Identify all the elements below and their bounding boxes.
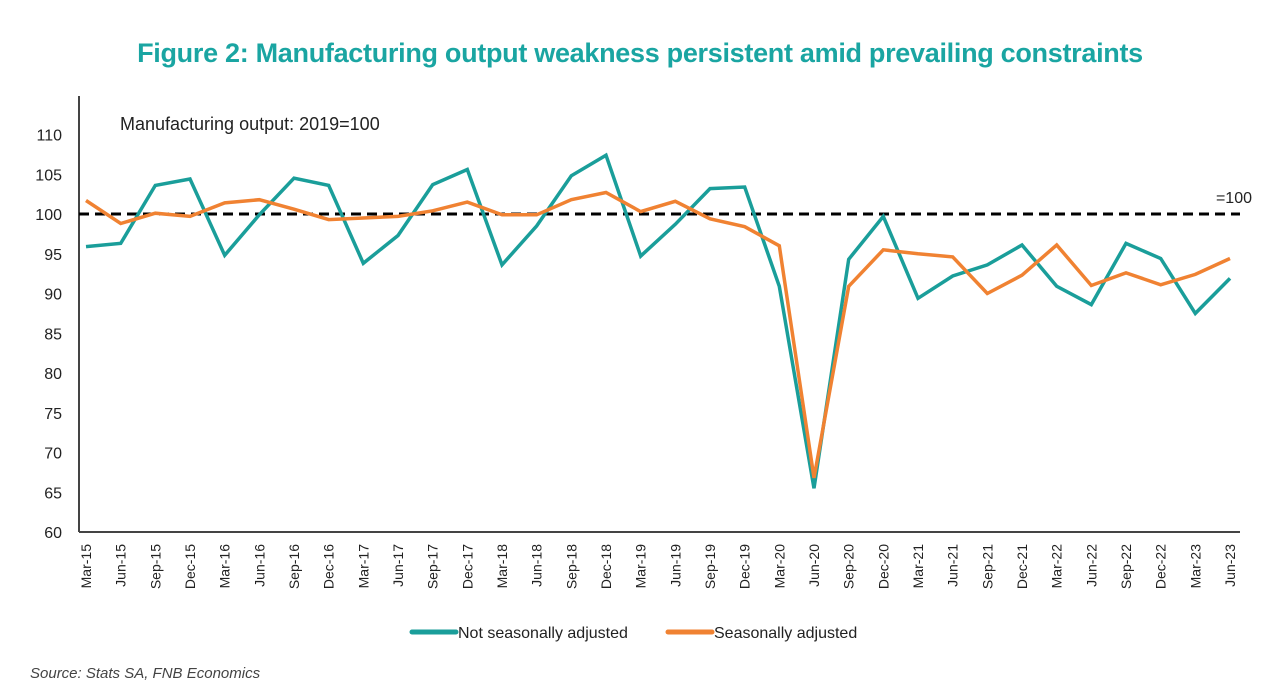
x-tick-label: Jun-15 <box>113 544 129 587</box>
y-tick-label: 100 <box>35 207 62 224</box>
x-tick-label: Mar-21 <box>910 544 926 589</box>
y-axis: 60 65 70 75 80 85 90 95 100 105 110 <box>35 96 80 542</box>
x-tick-label: Mar-18 <box>494 544 510 589</box>
x-tick-label: Jun-20 <box>806 544 822 587</box>
series-line-seasonally-adjusted <box>85 190 1231 479</box>
x-tick-label: Dec-22 <box>1153 544 1169 589</box>
plot-area <box>79 152 1240 489</box>
legend-item: Not seasonally adjusted <box>409 625 628 642</box>
y-tick-label: 70 <box>44 446 62 463</box>
x-tick-label: Jun-17 <box>390 544 406 587</box>
x-tick-label: Jun-21 <box>945 544 961 587</box>
x-tick-label: Mar-19 <box>633 544 649 589</box>
x-tick-label: Dec-18 <box>598 544 614 589</box>
x-tick-label: Dec-15 <box>182 544 198 589</box>
x-tick-label: Dec-20 <box>875 544 891 589</box>
x-axis: Mar-15 Jun-15 Sep-15 Dec-15 Mar-16 Jun-16 Sep-… <box>78 531 1240 589</box>
y-tick-label: 85 <box>44 326 62 343</box>
legend-item: Seasonally adjusted <box>665 625 857 642</box>
series-line-not-seasonally-adjusted <box>85 152 1232 489</box>
y-tick-label: 75 <box>44 406 62 423</box>
x-tick-label: Dec-21 <box>1014 544 1030 589</box>
y-tick-label: 80 <box>44 366 62 383</box>
y-tick-label: 65 <box>44 485 62 502</box>
x-tick-label: Sep-16 <box>286 544 302 589</box>
x-tick-label: Jun-16 <box>251 544 267 587</box>
x-tick-label: Sep-19 <box>702 544 718 589</box>
y-tick-label: 105 <box>35 167 62 184</box>
x-tick-label: Sep-18 <box>563 544 579 589</box>
x-tick-label: Mar-15 <box>78 544 94 589</box>
x-tick-label: Dec-17 <box>459 544 475 589</box>
x-tick-label: Sep-21 <box>979 544 995 589</box>
x-tick-label: Sep-22 <box>1118 544 1134 589</box>
y-tick-label: 95 <box>44 247 62 264</box>
chart-title: Figure 2: Manufacturing output weakness … <box>137 38 1143 68</box>
x-tick-label: Jun-22 <box>1083 544 1099 587</box>
x-tick-label: Mar-23 <box>1187 544 1203 589</box>
x-tick-label: Sep-15 <box>147 544 163 589</box>
legend-label: Seasonally adjusted <box>714 625 857 642</box>
legend: Not seasonally adjusted Seasonally adjust… <box>409 625 857 642</box>
x-tick-label: Dec-19 <box>737 544 753 589</box>
x-tick-label: Dec-16 <box>321 544 337 589</box>
x-tick-label: Mar-20 <box>771 544 787 589</box>
x-tick-label: Sep-20 <box>841 544 857 589</box>
legend-label: Not seasonally adjusted <box>458 625 628 642</box>
x-tick-label: Sep-17 <box>425 544 441 589</box>
x-tick-label: Jun-23 <box>1222 544 1238 587</box>
reference-line-label: =100 <box>1216 190 1252 207</box>
y-tick-label: 60 <box>44 525 62 542</box>
x-tick-label: Jun-19 <box>667 544 683 587</box>
x-tick-label: Jun-18 <box>529 544 545 587</box>
chart-annotation: Manufacturing output: 2019=100 <box>120 114 380 134</box>
x-tick-label: Mar-22 <box>1049 544 1065 589</box>
x-tick-label: Mar-16 <box>217 544 233 589</box>
y-tick-label: 90 <box>44 287 62 304</box>
y-tick-label: 110 <box>36 128 62 145</box>
source-note: Source: Stats SA, FNB Economics <box>30 665 261 682</box>
x-tick-label: Mar-17 <box>355 544 371 589</box>
